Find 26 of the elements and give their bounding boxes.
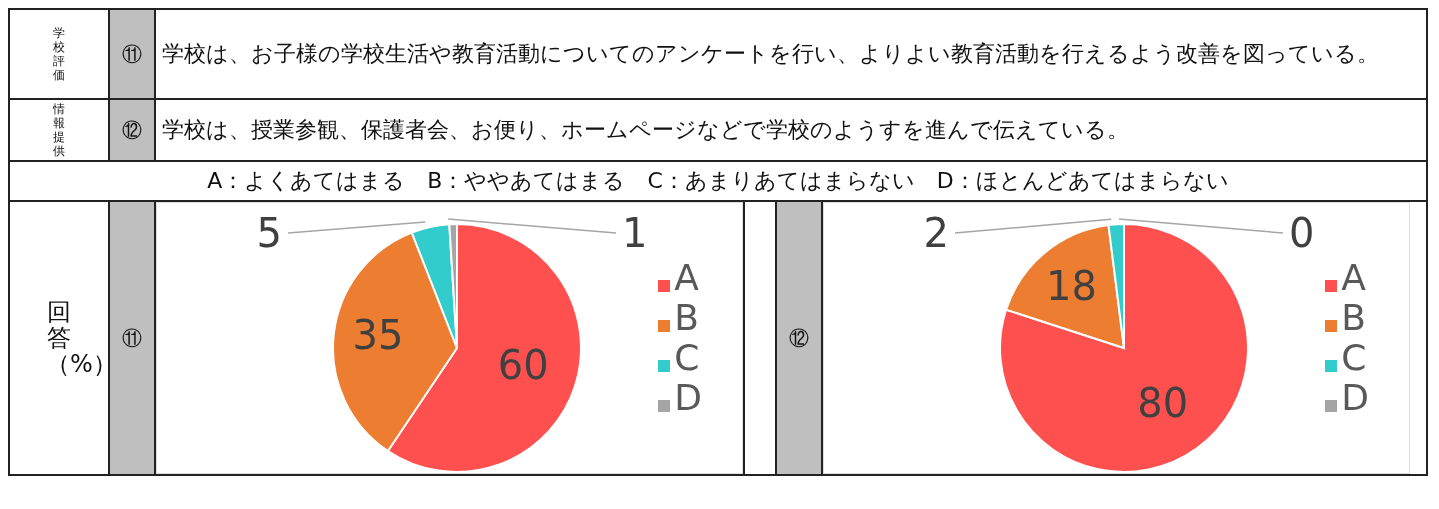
data-label: 60 xyxy=(497,341,549,388)
data-label: 80 xyxy=(1137,380,1189,427)
data-label: 5 xyxy=(256,210,282,256)
legend-label: A xyxy=(674,257,699,298)
data-label: 18 xyxy=(1046,262,1098,309)
text: 情報提供 xyxy=(52,102,66,158)
legend-label: C xyxy=(1341,337,1367,378)
text: A：よくあてはまる B：ややあてはまる C：あまりあてはまらない D：ほとんどあてはまらない xyxy=(10,162,1426,202)
data-label: 2 xyxy=(923,210,949,256)
text: 学校評価 xyxy=(52,26,66,82)
legend-label: B xyxy=(674,297,699,338)
text: 回答（%） xyxy=(46,298,117,378)
legend-label: D xyxy=(674,377,702,418)
text: 0 xyxy=(1289,210,1315,256)
text: ⑪ xyxy=(122,325,142,350)
legend-label: B xyxy=(1341,297,1366,338)
legend-label: A xyxy=(1341,257,1366,298)
data-label: 1 xyxy=(622,210,648,256)
text: ⑫ xyxy=(775,202,823,474)
data-label: 35 xyxy=(352,311,404,358)
text: 学校は、授業参観、保護者会、お便り、ホームページなどで学校のようすを進んで伝えている。 xyxy=(161,116,1130,144)
text: ⑫ xyxy=(110,100,156,160)
text: ⑪ xyxy=(110,10,156,98)
legend-label: C xyxy=(674,337,700,378)
text: 学校は、お子様の学校生活や教育活動についてのアンケートを行い、よりよい教育活動を行えるよう改善を図っている。 xyxy=(161,40,1380,68)
legend-label: D xyxy=(1341,377,1369,418)
